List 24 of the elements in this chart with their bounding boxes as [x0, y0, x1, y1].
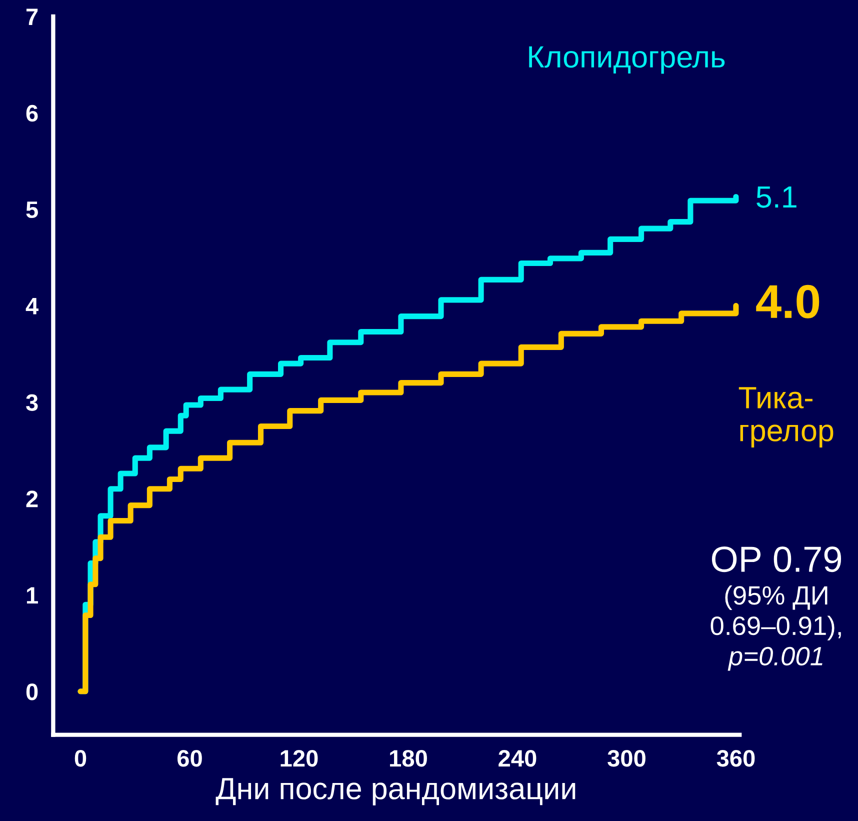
x-tick-label: 180 [390, 750, 427, 767]
x-tick-label: 240 [498, 750, 536, 767]
y-tick-label: 3 [26, 394, 38, 411]
y-tick-label: 4 [26, 298, 38, 314]
x-axis-title: Дни после рандомизации [216, 778, 576, 806]
x-tick-label: 120 [280, 750, 318, 767]
y-tick-label: 1 [26, 587, 38, 604]
y-tick-label: 6 [26, 104, 38, 122]
x-tick-label: 360 [716, 750, 755, 767]
text: Клопидогрель [529, 46, 725, 74]
y-tick-label: 7 [26, 8, 38, 25]
y-tick-label: 2 [26, 490, 38, 508]
y-tick-label: 0 [26, 683, 38, 700]
annotation: 4.0 [756, 284, 820, 318]
annotation: (95% ДИ [725, 585, 828, 610]
text: Тика- грелор [738, 387, 834, 448]
x-tick-label: 60 [177, 750, 202, 767]
x-tick-label: 0 [74, 750, 86, 767]
annotation: ОР 0.79 [712, 546, 842, 572]
annotation: 5.1 [756, 186, 796, 208]
annotation: p=0.001 [728, 646, 822, 671]
x-tick-label: 300 [608, 750, 646, 767]
annotation: 0.69–0.91), [710, 616, 841, 640]
y-tick-label: 5 [26, 202, 38, 218]
